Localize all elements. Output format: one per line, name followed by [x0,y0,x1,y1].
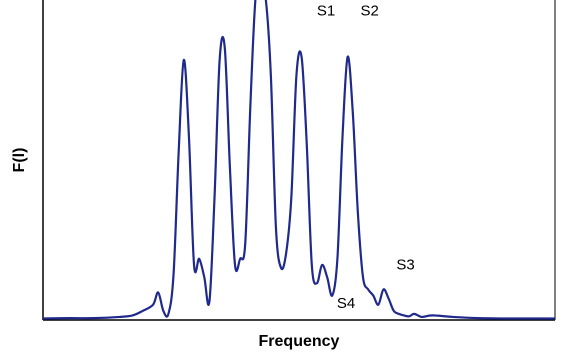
y-axis-label: F(l) [11,148,28,173]
annotation-s3: S3 [396,257,414,274]
annotation-s2: S2 [361,3,379,20]
x-axis-label: Frequency [259,333,340,350]
spectrum-line [43,0,555,320]
peak-annotations: S1 S2 S3 S4 [317,3,415,312]
plot-frame [42,0,556,321]
annotation-s4: S4 [337,295,355,312]
annotation-s1: S1 [317,3,335,20]
